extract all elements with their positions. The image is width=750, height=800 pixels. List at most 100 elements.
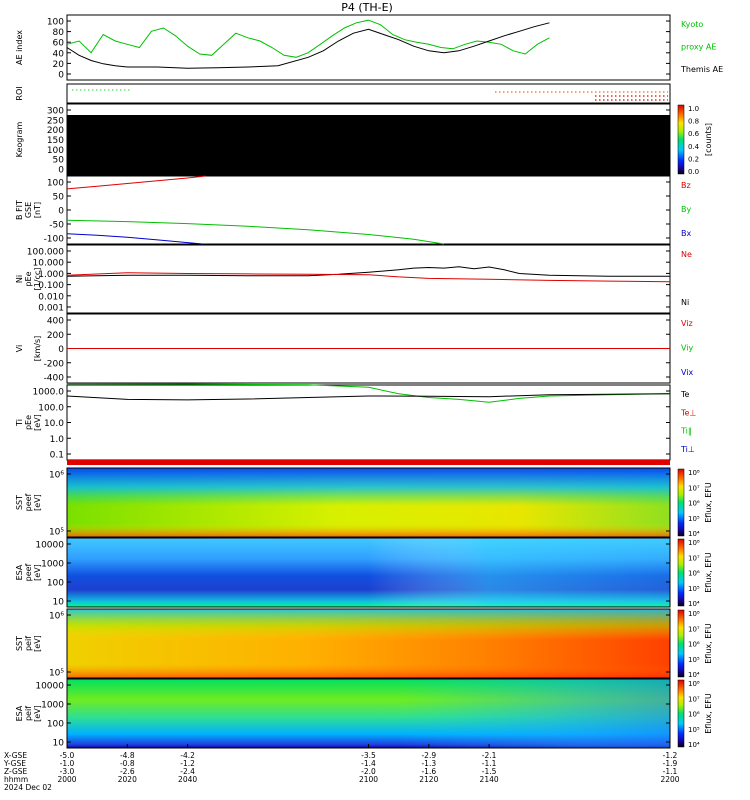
series-line-te	[66, 393, 671, 401]
y-tick-label-density: 0.001	[38, 304, 64, 314]
y-axis-label-bfield: GSE	[24, 202, 33, 218]
panel-frame-roi	[66, 83, 671, 104]
legend-label-temperature: Te	[680, 390, 690, 399]
y-tick-label-keogram: 100	[47, 146, 64, 156]
colorbar-tick-sst_e: 10⁸	[688, 469, 700, 477]
y-tick-label-velocity: 0	[58, 345, 64, 355]
y-tick-label-ae: 60	[53, 39, 65, 49]
y-tick-label-temperature: 0.1	[50, 451, 64, 461]
y-tick-label-velocity: -400	[44, 374, 65, 384]
colorbar-tick-esa_e: 10⁶	[688, 570, 700, 578]
x-tick-label: -1.9	[663, 759, 678, 768]
y-axis-label-esa_i: [eV]	[33, 705, 42, 722]
legend-label-temperature: Ti‖	[680, 427, 692, 436]
x-tick-label: 2040	[178, 775, 197, 784]
legend-label-velocity: Viy	[681, 344, 694, 353]
colorbar-tick-sst_i: 10⁴	[688, 671, 700, 679]
x-tick-label: -1.2	[180, 759, 195, 768]
x-tick-label: -2.9	[421, 751, 436, 760]
x-tick-label: 2120	[419, 775, 438, 784]
x-tick-label: -2.6	[120, 767, 135, 776]
panel-frame-ae	[66, 14, 671, 81]
colorbar-tick-keogram: 0.2	[688, 155, 699, 163]
y-tick-label-bfield: -100	[44, 235, 65, 245]
x-tick-label: -1.2	[663, 751, 678, 760]
x-tick-label: -1.1	[482, 759, 497, 768]
y-axis-label-esa_e: peef	[24, 563, 33, 581]
x-tick-label: 2020	[118, 775, 137, 784]
x-tick-label: 2000	[57, 775, 76, 784]
y-axis-label-density: Ni	[15, 275, 24, 283]
y-tick-label-temperature: 1.0	[50, 435, 65, 445]
colorbar-label-esa_e: Eflux, EFU	[704, 552, 713, 593]
colorbar-esa_i	[677, 679, 685, 748]
y-axis-label-temperature: Ti	[15, 419, 24, 427]
y-axis-label-esa_i: peif	[24, 706, 33, 721]
y-axis-label-density: pEe	[24, 271, 33, 286]
x-axis-row-label: Z-GSE	[4, 767, 28, 776]
y-tick-label-ae: 0	[58, 71, 64, 81]
colorbar-tick-esa_i: 10⁸	[688, 680, 700, 688]
legend-label-bfield: Bz	[681, 181, 691, 190]
y-tick-label-bfield: -50	[49, 221, 64, 231]
y-tick-label-velocity: -200	[44, 359, 65, 369]
y-tick-label-sst_i: 10⁵	[49, 669, 64, 679]
x-tick-label: -1.3	[421, 759, 436, 768]
y-tick-label-temperature: 1000.0	[33, 388, 65, 398]
x-axis-row-label: hhmm	[4, 775, 28, 784]
colorbar-tick-keogram: 0.0	[688, 168, 699, 176]
legend-label-ae: Kyoto	[681, 20, 703, 29]
esa-ion-spectrogram	[67, 679, 670, 748]
x-tick-label: -2.4	[180, 767, 195, 776]
y-axis-label-sst_e: [eV]	[33, 494, 42, 511]
panel-frame-sst_i	[66, 608, 671, 679]
colorbar-tick-keogram: 0.4	[688, 143, 700, 151]
y-tick-label-bfield: 0	[58, 207, 64, 217]
y-tick-label-density: 0.100	[38, 281, 64, 291]
y-tick-label-temperature: 10.0	[44, 419, 64, 429]
y-axis-label-bfield: B FIT	[15, 200, 24, 220]
colorbar-tick-sst_e: 10⁴	[688, 530, 700, 538]
y-tick-label-density: 10.000	[33, 259, 65, 269]
y-tick-label-keogram: 250	[47, 116, 64, 126]
colorbar-tick-esa_e: 10⁵	[688, 585, 700, 593]
x-tick-label: -2.0	[361, 767, 376, 776]
colorbar-keogram	[677, 104, 685, 175]
x-tick-label: 2100	[359, 775, 378, 784]
legend-label-bfield: Bx	[681, 229, 691, 238]
y-axis-label-sst_e: peef	[24, 493, 33, 511]
y-tick-label-esa_i: 10	[53, 739, 65, 749]
x-tick-label: -0.8	[120, 759, 135, 768]
y-tick-label-esa_e: 1000	[41, 560, 64, 570]
legend-label-velocity: Viz	[681, 319, 693, 328]
legend-label-density: Ni	[681, 298, 689, 307]
colorbar-sst_i	[677, 609, 685, 678]
colorbar-tick-sst_e: 10⁶	[688, 500, 700, 508]
y-tick-label-velocity: 200	[47, 331, 64, 341]
y-tick-label-ae: 20	[53, 60, 65, 70]
colorbar-tick-sst_i: 10⁵	[688, 656, 700, 664]
y-axis-label-temperature: [eV]	[33, 414, 42, 431]
y-tick-label-esa_e: 10000	[35, 541, 64, 551]
series-line-by	[66, 219, 444, 245]
y-tick-label-esa_i: 10000	[35, 682, 64, 692]
colorbar-label-sst_i: Eflux, EFU	[704, 623, 713, 664]
x-tick-label: -4.2	[180, 751, 195, 760]
sst-electron-spectrogram	[67, 468, 670, 537]
y-tick-label-esa_i: 100	[47, 720, 64, 730]
panel-frame-bfield	[66, 175, 671, 245]
legend-label-bfield: By	[681, 205, 691, 214]
y-tick-label-keogram: 150	[47, 136, 64, 146]
series-line-ne	[66, 272, 671, 283]
x-tick-label: -1.4	[361, 759, 376, 768]
legend-label-temperature: Te⊥	[680, 408, 696, 417]
y-tick-label-temperature: 100.0	[38, 403, 64, 413]
x-tick-label: -1.1	[663, 767, 678, 776]
legend-label-ae: Themis AE	[680, 65, 723, 74]
y-tick-label-density: 0.010	[38, 292, 64, 302]
series-line-kyoto-proxy-ae	[66, 19, 550, 58]
colorbar-tick-esa_i: 10⁴	[688, 741, 700, 749]
x-tick-label: -1.5	[482, 767, 497, 776]
y-axis-label-velocity: Vi	[15, 345, 24, 353]
